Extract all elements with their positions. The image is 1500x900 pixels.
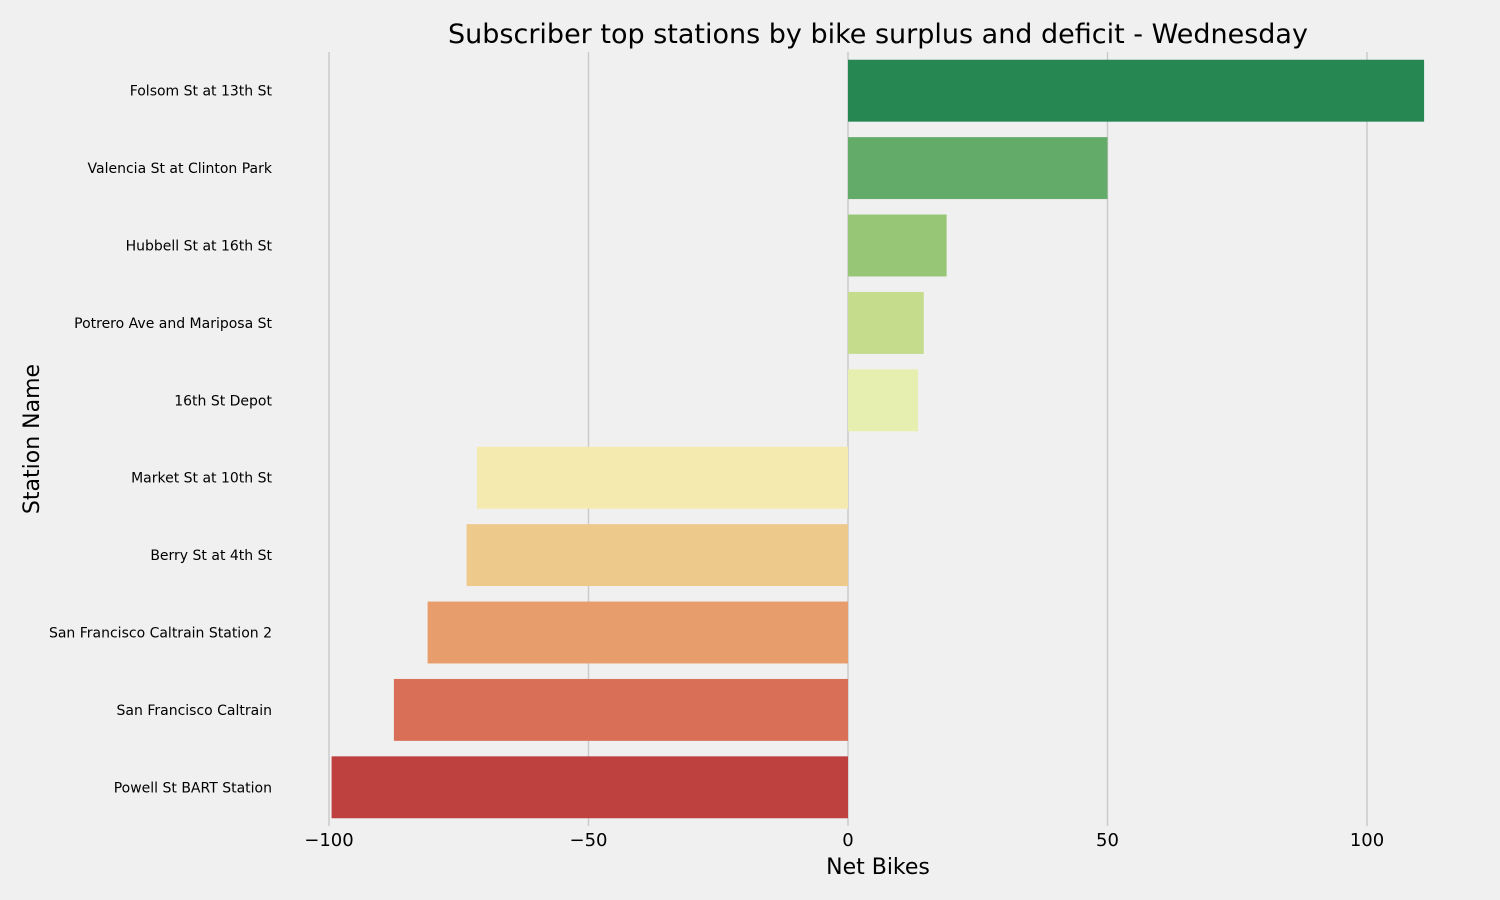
bar [848,291,924,354]
category-label: 16th St Depot [174,393,272,409]
bar-layer [331,59,1425,819]
y-axis-label: Station Name [20,364,45,514]
category-label: Valencia St at Clinton Park [88,161,273,177]
category-label: Potrero Ave and Mariposa St [74,316,272,332]
x-axis-label: Net Bikes [826,855,930,880]
x-tick-label: 0 [842,830,853,851]
bar [331,756,849,819]
category-label: Hubbell St at 16th St [126,239,273,255]
category-label: San Francisco Caltrain [117,703,272,719]
bar [427,601,848,664]
category-label: Berry St at 4th St [150,548,272,564]
chart-title: Subscriber top stations by bike surplus … [448,19,1308,50]
bar [848,369,919,432]
category-label: San Francisco Caltrain Station 2 [49,626,272,642]
category-label: Powell St BART Station [114,780,272,796]
bar [848,59,1425,122]
bar [393,678,848,741]
x-tick-label: −50 [570,830,608,851]
bar [476,446,848,509]
tick-label-layer: −100 −50 0 50 100 [304,830,1384,851]
bar [848,137,1108,200]
bar [466,524,848,587]
x-tick-label: 50 [1096,830,1119,851]
x-tick-label: −100 [304,830,353,851]
bar [848,214,947,277]
x-tick-label: 100 [1350,830,1384,851]
category-label: Folsom St at 13th St [130,84,273,100]
category-label: Market St at 10th St [131,471,272,487]
category-label-layer: Folsom St at 13th St Valencia St at Clint… [49,84,273,797]
